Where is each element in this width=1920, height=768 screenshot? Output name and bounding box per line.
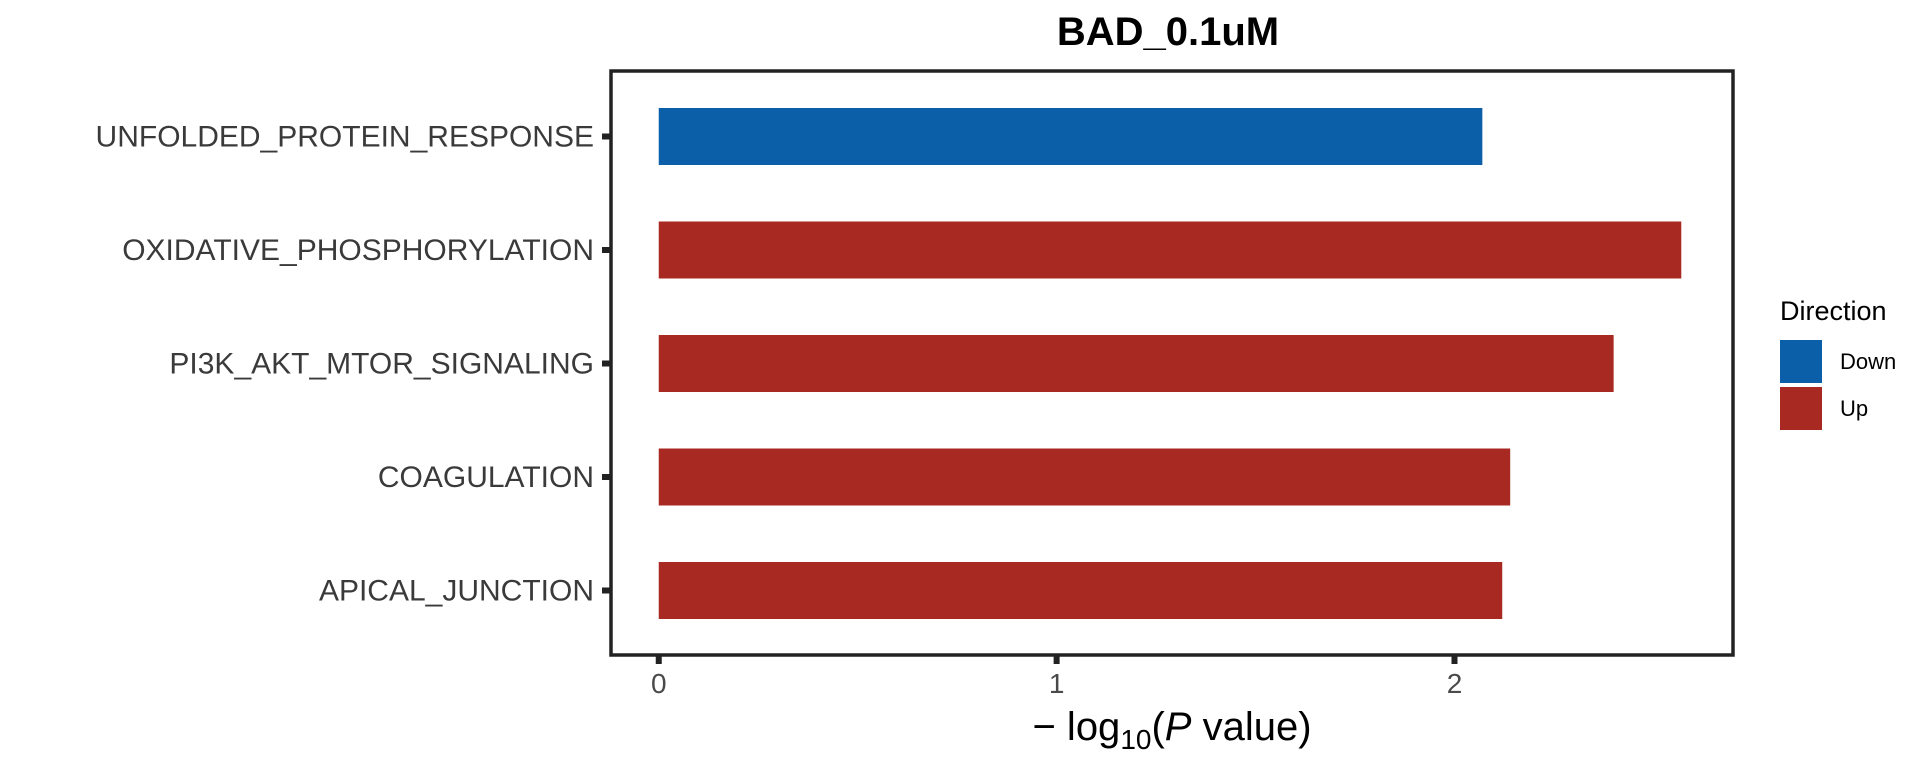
y-tick-mark <box>602 587 611 594</box>
legend-swatch-up <box>1780 387 1822 430</box>
x-tick-label: 2 <box>1447 668 1463 699</box>
y-tick-mark <box>602 360 611 367</box>
legend: Direction Down Up <box>1780 296 1896 430</box>
x-axis-title: − log10(P value) <box>1032 705 1311 755</box>
y-category-label: COAGULATION <box>378 461 594 494</box>
x-axis-title-italic: P <box>1165 705 1192 749</box>
y-axis: UNFOLDED_PROTEIN_RESPONSE OXIDATIVE_PHOSP… <box>96 121 611 608</box>
chart-title: BAD_0.1uM <box>1057 10 1279 54</box>
x-axis-title-prefix: − log <box>1032 705 1120 749</box>
legend-label-down: Down <box>1840 349 1896 374</box>
bar-unfolded-protein-response <box>658 108 1483 165</box>
bar-pi3k-akt-mtor-signaling <box>658 335 1614 392</box>
x-axis: 0 1 2 <box>651 655 1462 699</box>
y-category-label: PI3K_AKT_MTOR_SIGNALING <box>169 348 594 381</box>
legend-title: Direction <box>1780 296 1887 326</box>
y-tick-mark <box>602 247 611 253</box>
x-axis-title-rest: value) <box>1191 705 1311 749</box>
y-category-label: UNFOLDED_PROTEIN_RESPONSE <box>96 121 594 154</box>
bar-oxidative-phosphorylation <box>658 221 1682 279</box>
y-tick-mark <box>602 133 611 140</box>
x-axis-title-subscript: 10 <box>1120 724 1151 755</box>
x-tick-label: 1 <box>1049 668 1065 699</box>
bars-group <box>658 108 1682 619</box>
x-tick-mark <box>1451 655 1458 664</box>
y-category-label: APICAL_JUNCTION <box>319 575 594 608</box>
legend-label-up: Up <box>1840 396 1868 421</box>
x-axis-title-open: ( <box>1151 705 1165 749</box>
bar-coagulation <box>658 448 1511 506</box>
y-tick-mark <box>602 474 611 480</box>
bar-apical-junction <box>658 562 1503 619</box>
x-tick-mark <box>1053 655 1060 664</box>
x-tick-label: 0 <box>651 668 667 699</box>
legend-swatch-down <box>1780 340 1822 383</box>
y-category-label: OXIDATIVE_PHOSPHORYLATION <box>122 234 594 267</box>
x-tick-mark <box>655 655 662 664</box>
